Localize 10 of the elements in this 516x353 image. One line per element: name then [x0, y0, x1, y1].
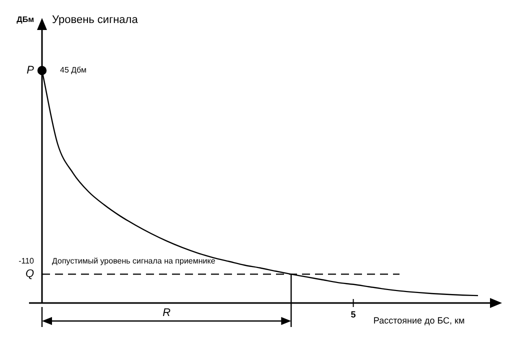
ref-line-label: Допустимый уровень сигнала на приемнике — [52, 256, 216, 266]
annotation: Q — [25, 268, 34, 280]
x-axis-title: Расстояние до БС, км — [373, 315, 465, 326]
y-axis-title: Уровень сигнала — [52, 14, 139, 26]
annotation: -110 — [18, 256, 35, 266]
text: ДБм — [16, 15, 34, 24]
text: 5 — [350, 309, 356, 320]
annotation: P — [26, 64, 35, 77]
annotation: 45 Дбм — [60, 66, 86, 75]
text: R — [162, 307, 171, 320]
